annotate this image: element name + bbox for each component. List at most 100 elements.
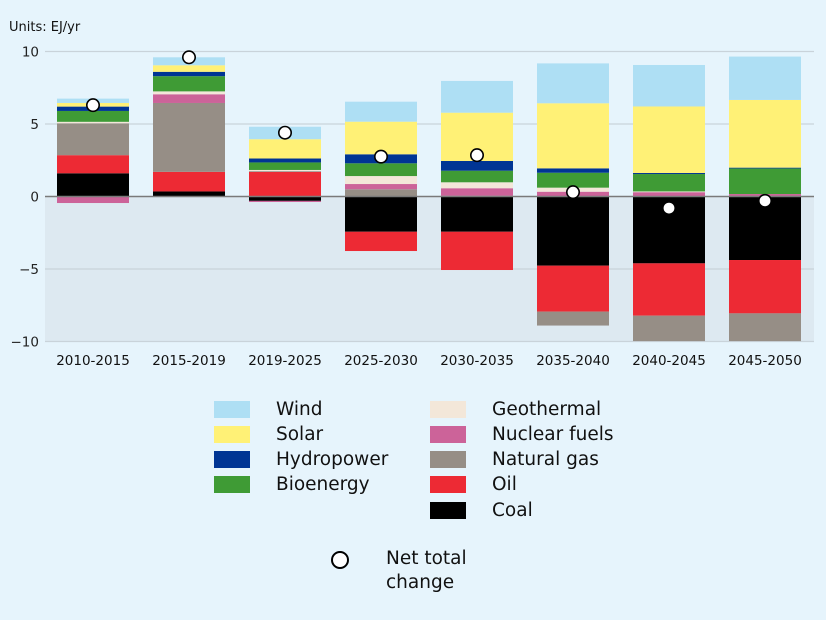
- bar-segment-bioenergy: [153, 76, 225, 92]
- legend: Wind Solar Hydropower Bioenergy Geotherm…: [214, 398, 634, 528]
- bar-segment-oil: [729, 260, 801, 314]
- bar-segment-geothermal: [345, 176, 417, 185]
- bar-segment-solar: [153, 65, 225, 72]
- bar-segment-coal: [57, 173, 129, 197]
- y-tick-label: 5: [30, 117, 39, 133]
- bar-segment-wind: [441, 80, 513, 113]
- legend-label-net-total-change: Net total change: [386, 547, 467, 595]
- bar-segment-oil: [537, 265, 609, 312]
- bar-segment-bioenergy: [729, 168, 801, 195]
- legend-swatch-geothermal: [430, 400, 466, 418]
- legend-swatch-hydropower: [214, 450, 250, 468]
- legend-label-geothermal: Geothermal: [492, 398, 602, 420]
- net-total-marker: [757, 193, 772, 208]
- legend-label-wind: Wind: [276, 398, 323, 420]
- legend-item-bioenergy: Bioenergy: [214, 473, 370, 495]
- bar-segment-solar: [537, 103, 609, 169]
- legend-item-solar: Solar: [214, 423, 324, 445]
- bar-segment-hydropower: [249, 158, 321, 163]
- legend-swatch-solar: [214, 425, 250, 443]
- legend-item-oil: Oil: [430, 474, 517, 495]
- legend-item-geothermal: Geothermal: [430, 398, 602, 420]
- x-tick-label: 2010-2015: [56, 353, 130, 369]
- legend-label-bioenergy: Bioenergy: [276, 473, 370, 495]
- x-tick-label: 2019-2025: [248, 353, 322, 369]
- bar-segment-nuclear-fuels: [57, 196, 129, 204]
- x-tick-label: 2015-2019: [152, 353, 226, 369]
- bar-segment-oil: [57, 155, 129, 174]
- bar-segment-hydropower: [633, 173, 705, 175]
- net-total-circle-icon: [331, 551, 349, 569]
- x-tick-label: 2040-2045: [632, 353, 706, 369]
- bar-segment-solar: [249, 139, 321, 159]
- legend-swatch-wind: [214, 400, 250, 418]
- bar-segment-bioenergy: [249, 162, 321, 170]
- units-label: Units: EJ/yr: [9, 20, 81, 35]
- bar-segment-nuclear-fuels: [345, 184, 417, 190]
- bar-segment-oil: [441, 231, 513, 271]
- legend-swatch-natural-gas: [430, 450, 466, 468]
- legend-item-coal: Coal: [430, 499, 533, 521]
- net-total-marker: [182, 50, 197, 65]
- net-label-line1: Net total: [386, 548, 467, 569]
- legend-label-hydropower: Hydropower: [276, 448, 389, 470]
- legend-item-natural-gas: Natural gas: [430, 448, 599, 470]
- legend-item-hydropower: Hydropower: [214, 448, 389, 470]
- bar-segment-oil: [345, 231, 417, 252]
- bar-segment-nuclear-fuels: [153, 94, 225, 103]
- x-axis-ticks: 2010-2015 2015-2019 2019-2025 2025-2030 2030…: [56, 353, 802, 369]
- net-total-marker: [86, 98, 101, 113]
- bar-segment-natural-gas: [249, 171, 321, 172]
- bars: [57, 56, 801, 342]
- legend-label-natural-gas: Natural gas: [492, 448, 599, 470]
- bar-segment-wind: [633, 64, 705, 107]
- legend-swatch-oil: [430, 475, 466, 493]
- legend-item-wind: Wind: [214, 398, 323, 420]
- legend-label-coal: Coal: [492, 499, 533, 521]
- bar-segment-natural-gas: [537, 311, 609, 326]
- chart: 10 5 0 −5 −10 2010-2015 2015-2019 2019-2025 202…: [9, 20, 814, 369]
- legend-item-net-total-change: Net total change: [331, 547, 467, 595]
- bar-segment-hydropower: [537, 168, 609, 173]
- legend-swatch-coal: [430, 501, 466, 519]
- bar-segment-bioenergy: [57, 110, 129, 122]
- bar-segment-natural-gas: [633, 315, 705, 342]
- bar-segment-wind: [537, 63, 609, 104]
- bar-segment-natural-gas: [729, 313, 801, 342]
- legend-label-nuclear-fuels: Nuclear fuels: [492, 423, 614, 445]
- x-tick-label: 2025-2030: [344, 353, 418, 369]
- bar-segment-bioenergy: [345, 163, 417, 177]
- bar-segment-geothermal: [249, 169, 321, 172]
- x-tick-label: 2035-2040: [536, 353, 610, 369]
- net-total-marker: [565, 185, 580, 200]
- bar-segment-coal: [345, 196, 417, 232]
- bar-segment-geothermal: [57, 121, 129, 124]
- x-tick-label: 2045-2050: [728, 353, 802, 369]
- y-tick-label: 10: [22, 45, 39, 61]
- bar-segment-coal: [153, 191, 225, 197]
- y-tick-label: −10: [11, 335, 40, 351]
- legend-item-nuclear-fuels: Nuclear fuels: [430, 423, 614, 445]
- bar-segment-wind: [345, 101, 417, 122]
- net-total-marker: [469, 148, 484, 163]
- bar-segment-geothermal: [441, 182, 513, 189]
- bar-segment-geothermal: [633, 191, 705, 193]
- bar-segment-bioenergy: [633, 174, 705, 192]
- bar-segment-bioenergy: [537, 172, 609, 188]
- x-tick-label: 2030-2035: [440, 353, 514, 369]
- y-axis-ticks: 10 5 0 −5 −10: [11, 45, 40, 351]
- bar-segment-coal: [249, 196, 321, 201]
- net-total-marker: [661, 201, 676, 216]
- bar-segment-natural-gas: [153, 102, 225, 172]
- bar-segment-solar: [633, 106, 705, 174]
- bar-segment-hydropower: [441, 160, 513, 171]
- bar-segment-oil: [249, 171, 321, 197]
- bar-segment-coal: [441, 196, 513, 232]
- bar-segment-wind: [729, 56, 801, 100]
- bar-segment-geothermal: [153, 91, 225, 95]
- net-label-line2: change: [386, 572, 455, 593]
- net-total-marker: [277, 125, 292, 140]
- net-total-markers: [86, 50, 772, 216]
- bar-segment-oil: [153, 171, 225, 192]
- legend-label-solar: Solar: [276, 423, 324, 445]
